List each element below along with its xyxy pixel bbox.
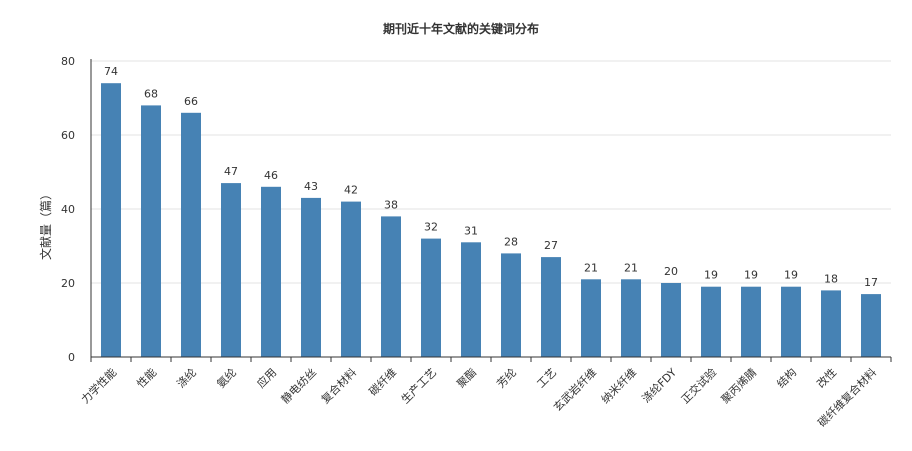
data-labels: 74 68 66 47 46 43 42 38 32 31 28 27 21 21 20 19 19 19 18 17 <box>104 65 878 289</box>
bar <box>861 294 881 357</box>
data-label: 42 <box>344 184 358 197</box>
x-tick-label: 生产工艺 <box>398 365 439 406</box>
bar <box>341 201 361 357</box>
x-tick-label: 涤纶 <box>174 365 199 390</box>
x-tick-label: 复合材料 <box>318 365 359 406</box>
data-label: 68 <box>144 87 158 100</box>
data-label: 74 <box>104 65 118 78</box>
x-tick-label: 性能 <box>134 365 159 390</box>
data-label: 47 <box>224 165 238 178</box>
data-label: 43 <box>304 180 318 193</box>
bar <box>301 197 321 357</box>
bar <box>141 105 161 358</box>
data-label: 46 <box>264 169 278 182</box>
bar <box>421 238 441 357</box>
bar <box>181 112 201 357</box>
bar <box>781 286 801 357</box>
bar <box>821 290 841 357</box>
data-label: 18 <box>824 272 838 285</box>
x-tick-label: 正交试验 <box>678 365 719 406</box>
data-label: 19 <box>704 269 718 282</box>
data-label: 27 <box>544 239 558 252</box>
x-tick-label: 碳纤维 <box>366 365 399 398</box>
data-label: 17 <box>864 276 878 289</box>
x-tick-label: 聚丙烯腈 <box>719 366 759 406</box>
y-tick-label: 0 <box>68 351 75 364</box>
bar <box>541 257 561 357</box>
bar <box>701 286 721 357</box>
bar <box>381 216 401 357</box>
x-tick-label: 静电纺丝 <box>278 365 319 406</box>
data-label: 66 <box>184 95 198 108</box>
x-tick-label: 工艺 <box>534 366 559 391</box>
data-label: 38 <box>384 198 398 211</box>
y-tick-label: 80 <box>61 55 75 68</box>
data-label: 19 <box>784 269 798 282</box>
data-label: 20 <box>664 265 678 278</box>
data-label: 21 <box>624 261 638 274</box>
chart-title: 期刊近十年文献的关键词分布 <box>383 21 539 36</box>
bar <box>621 279 641 357</box>
axes <box>90 59 892 362</box>
bar <box>221 183 241 357</box>
bar <box>741 286 761 357</box>
data-label: 32 <box>424 221 438 234</box>
x-tick-label: 氨纶 <box>214 365 239 390</box>
x-tick-label: 芳纶 <box>494 365 519 390</box>
x-tick-label: 聚酯 <box>454 366 479 391</box>
data-label: 21 <box>584 261 598 274</box>
y-tick-label: 60 <box>61 129 75 142</box>
bar <box>461 242 481 357</box>
y-tick-label: 20 <box>61 277 75 290</box>
x-tick-label: 力学性能 <box>78 365 119 406</box>
bar <box>581 279 601 357</box>
x-tick-label: 纳米纤维 <box>599 366 639 406</box>
y-tick-label: 40 <box>61 203 75 216</box>
x-tick-label: 涤纶FDY <box>639 365 679 405</box>
x-tick-label: 应用 <box>254 365 279 390</box>
y-axis-ticks: 0 20 40 60 80 <box>61 55 75 364</box>
bars <box>101 83 881 358</box>
data-label: 31 <box>464 224 478 237</box>
bar <box>661 283 681 357</box>
bar <box>261 186 281 357</box>
bar <box>501 253 521 357</box>
x-tick-label: 玄武岩纤维 <box>550 365 599 414</box>
x-tick-label: 改性 <box>814 365 839 390</box>
data-label: 19 <box>744 269 758 282</box>
grid-lines <box>91 60 891 284</box>
bar <box>101 83 121 357</box>
y-axis-label: 文献量（篇） <box>38 188 53 260</box>
x-tick-label: 结构 <box>774 365 799 390</box>
data-label: 28 <box>504 235 518 248</box>
